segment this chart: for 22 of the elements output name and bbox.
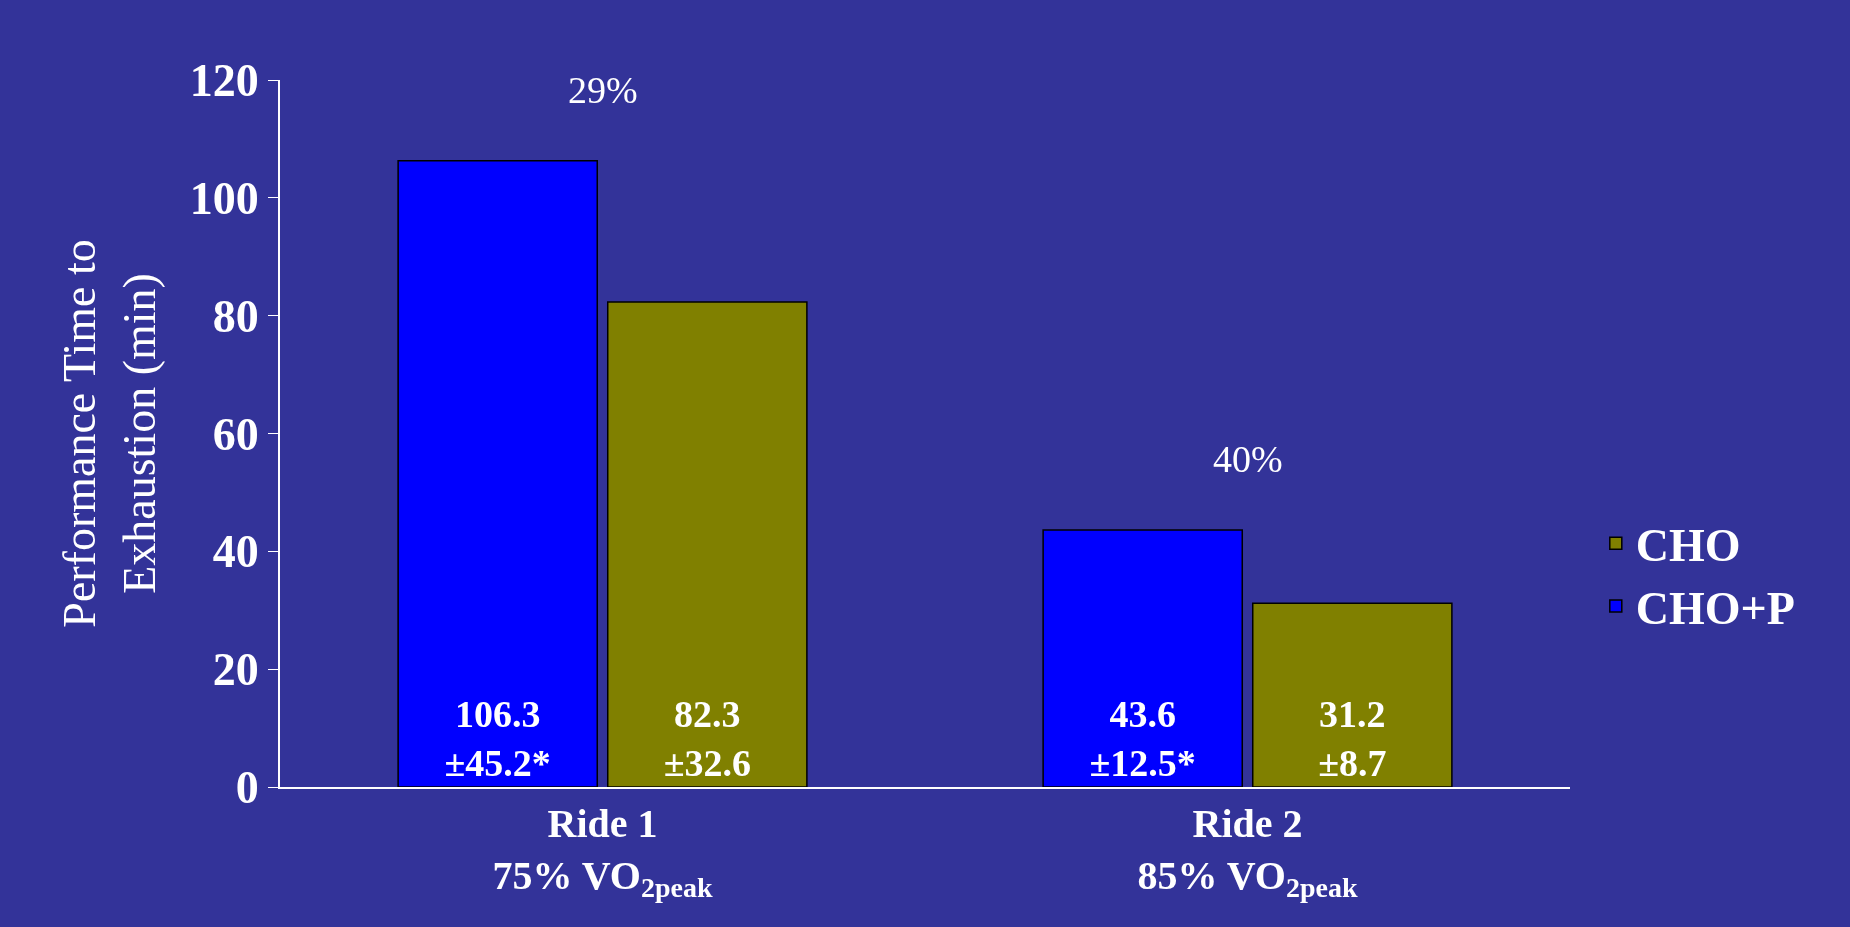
data-label: 82.3 ±32.6: [663, 692, 751, 784]
y-tick-label: 0: [235, 762, 259, 814]
legend-label: CHO: [1635, 520, 1741, 572]
x-tick-label: Ride 2 85% VO$_{2peak}$: [1137, 801, 1358, 904]
y-tick-label: 120: [189, 55, 259, 107]
bar: [397, 159, 599, 787]
x-tick-label: Ride 1 75% VO$_{2peak}$: [492, 801, 713, 904]
bar: [606, 301, 808, 787]
annotation: 40%: [1213, 438, 1283, 480]
data-label: 43.6 ±12.5*: [1089, 692, 1196, 784]
y-tick-label: 60: [212, 408, 259, 460]
annotation: 29%: [568, 69, 638, 111]
y-tick-label: 100: [189, 172, 259, 224]
bar: [1042, 529, 1244, 787]
y-tick-label: 20: [212, 644, 259, 696]
legend-label: CHO+P: [1635, 583, 1795, 635]
data-label: 106.3 ±45.2*: [444, 692, 551, 784]
y-tick-label: 40: [212, 526, 259, 578]
bar: [1251, 602, 1453, 787]
y-axis-title: Performance Time to Exhaustion (min): [53, 239, 165, 628]
data-label: 31.2 ±8.7: [1318, 692, 1387, 784]
y-tick-label: 80: [212, 290, 259, 342]
